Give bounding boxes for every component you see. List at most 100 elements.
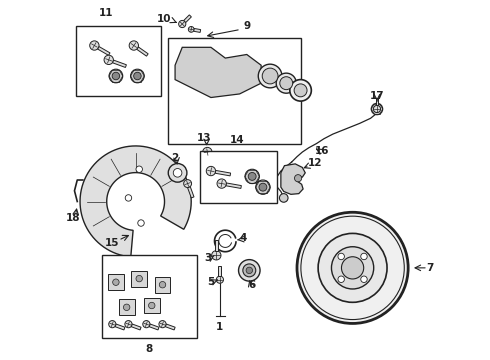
Polygon shape <box>226 183 242 188</box>
Circle shape <box>373 105 381 113</box>
Circle shape <box>258 64 282 88</box>
Circle shape <box>143 320 150 328</box>
Circle shape <box>294 175 302 182</box>
Bar <box>168 39 300 144</box>
Polygon shape <box>175 47 261 98</box>
Circle shape <box>239 260 260 281</box>
Circle shape <box>342 257 364 279</box>
Text: 8: 8 <box>146 343 153 354</box>
Text: 9: 9 <box>244 21 251 31</box>
Circle shape <box>245 169 259 184</box>
Circle shape <box>138 220 144 226</box>
Bar <box>101 255 196 338</box>
Polygon shape <box>113 60 126 67</box>
Text: 5: 5 <box>207 277 215 287</box>
Text: 4: 4 <box>240 233 247 243</box>
Circle shape <box>216 276 223 283</box>
Text: 15: 15 <box>105 238 120 248</box>
Bar <box>200 151 277 203</box>
Text: 16: 16 <box>315 146 329 156</box>
Circle shape <box>179 21 186 28</box>
Polygon shape <box>131 324 141 330</box>
Text: 14: 14 <box>230 135 245 145</box>
Polygon shape <box>194 28 200 32</box>
Polygon shape <box>281 164 305 194</box>
Circle shape <box>262 68 278 84</box>
Bar <box>76 26 161 96</box>
Circle shape <box>374 106 380 112</box>
Circle shape <box>206 166 216 176</box>
Circle shape <box>331 247 374 289</box>
Text: 13: 13 <box>196 133 211 143</box>
Circle shape <box>113 279 119 285</box>
Circle shape <box>280 77 293 90</box>
Polygon shape <box>137 47 148 56</box>
Circle shape <box>217 179 226 188</box>
Polygon shape <box>188 187 194 198</box>
Circle shape <box>203 147 212 157</box>
Polygon shape <box>115 324 125 330</box>
Circle shape <box>129 41 139 50</box>
Circle shape <box>184 180 192 188</box>
Circle shape <box>338 276 344 283</box>
Circle shape <box>125 195 132 201</box>
Polygon shape <box>80 146 191 257</box>
Circle shape <box>136 275 143 282</box>
Circle shape <box>212 251 221 260</box>
Circle shape <box>290 80 311 101</box>
Circle shape <box>109 69 122 83</box>
Polygon shape <box>215 170 231 176</box>
Circle shape <box>248 172 256 180</box>
Circle shape <box>131 69 144 83</box>
Circle shape <box>259 183 267 191</box>
Text: 10: 10 <box>157 14 171 24</box>
Polygon shape <box>98 46 110 55</box>
Circle shape <box>297 212 408 323</box>
Circle shape <box>371 103 383 115</box>
Text: 17: 17 <box>369 91 384 101</box>
Circle shape <box>109 320 116 328</box>
Circle shape <box>173 168 182 177</box>
Polygon shape <box>219 266 221 276</box>
Circle shape <box>338 253 344 260</box>
Circle shape <box>168 163 187 182</box>
Text: 18: 18 <box>66 213 81 222</box>
Polygon shape <box>207 156 212 169</box>
Circle shape <box>294 84 307 97</box>
Circle shape <box>90 41 99 50</box>
Circle shape <box>279 194 288 202</box>
Circle shape <box>123 304 130 311</box>
Circle shape <box>318 233 387 302</box>
Text: 7: 7 <box>426 263 433 273</box>
Polygon shape <box>184 15 192 22</box>
Circle shape <box>104 55 113 64</box>
Polygon shape <box>144 298 160 314</box>
Circle shape <box>134 72 141 80</box>
Circle shape <box>148 302 155 309</box>
Polygon shape <box>131 271 147 287</box>
Text: 1: 1 <box>216 322 223 332</box>
Polygon shape <box>149 324 159 330</box>
Circle shape <box>125 320 132 328</box>
Polygon shape <box>166 324 175 330</box>
Polygon shape <box>155 277 171 293</box>
Circle shape <box>246 267 252 274</box>
Circle shape <box>188 27 194 32</box>
Text: 11: 11 <box>98 8 113 18</box>
Circle shape <box>361 253 367 260</box>
Polygon shape <box>108 274 124 290</box>
Circle shape <box>256 180 270 194</box>
Circle shape <box>136 166 143 172</box>
Circle shape <box>159 320 166 328</box>
Polygon shape <box>215 240 218 251</box>
Circle shape <box>243 264 256 277</box>
Polygon shape <box>375 98 378 105</box>
Polygon shape <box>119 300 135 315</box>
Text: 6: 6 <box>248 280 256 290</box>
Text: 2: 2 <box>172 153 179 163</box>
Circle shape <box>112 72 120 80</box>
Text: 3: 3 <box>205 253 212 263</box>
Circle shape <box>276 73 296 93</box>
Circle shape <box>361 276 367 283</box>
Circle shape <box>159 282 166 288</box>
